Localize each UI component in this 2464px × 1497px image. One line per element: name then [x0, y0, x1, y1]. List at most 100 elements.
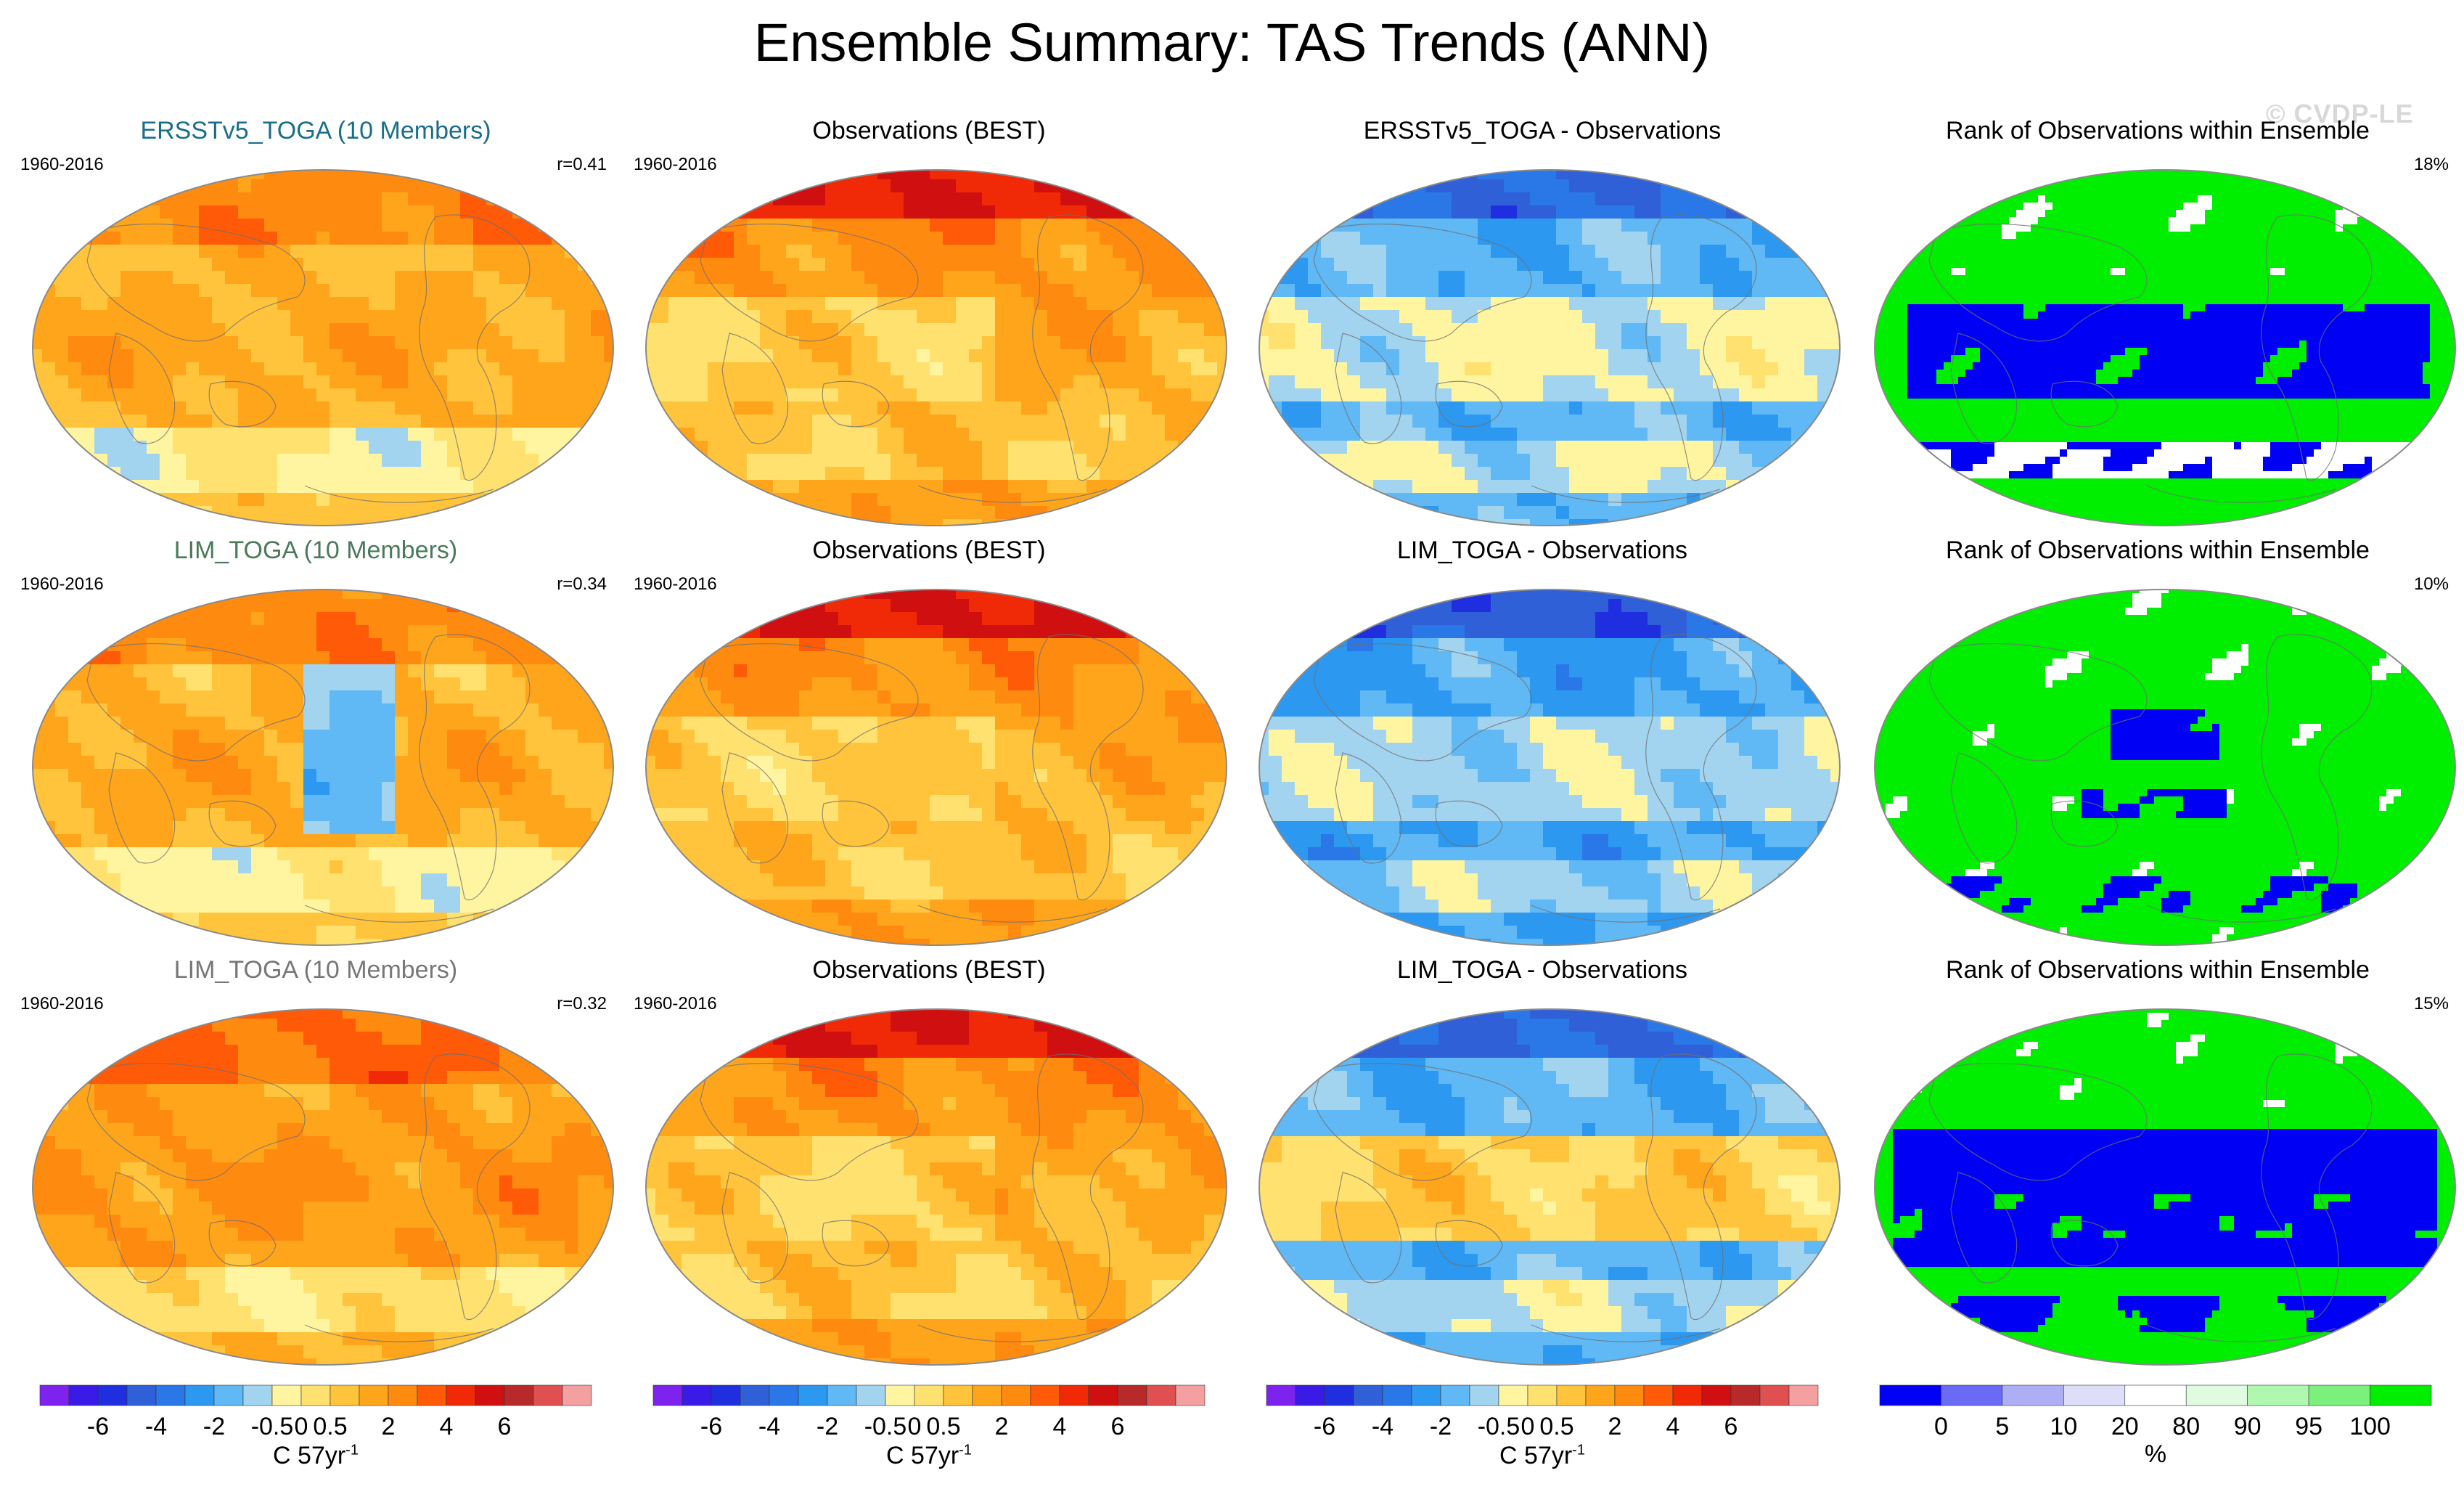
colorbar-rank: 0 5 10 20 80 90 95 100 %: [1879, 1384, 2432, 1472]
colorbar-swatch: [1175, 1384, 1206, 1406]
colorbar-swatch: [1879, 1384, 1941, 1406]
colorbar-tick-label: -4: [145, 1413, 167, 1440]
colorbar-swatch: [504, 1384, 534, 1406]
colorbar-swatch: [1498, 1384, 1528, 1406]
colorbar-swatch: [1701, 1384, 1732, 1406]
panel-observations-row3: Observations (BEST) 1960-2016: [628, 952, 1230, 1371]
colorbar-tick-label: 0.5: [1539, 1413, 1573, 1440]
colorbar-tick-label: 5: [1995, 1413, 2009, 1440]
panel-title: Rank of Observations within Ensemble: [1857, 537, 2459, 565]
colorbar-swatch: [769, 1384, 799, 1406]
colorbar-tick-label: 2: [995, 1413, 1009, 1440]
period-label: 1960-2016: [634, 994, 717, 1014]
period-label: 1960-2016: [20, 155, 104, 175]
colorbar-swatch: [155, 1384, 186, 1406]
colorbar-swatch: [1295, 1384, 1325, 1406]
colorbar-swatch: [1643, 1384, 1674, 1406]
period-label: 1960-2016: [634, 155, 717, 175]
colorbar-swatch: [1585, 1384, 1616, 1406]
map-ensemble-trend: [22, 586, 624, 949]
colorbar-swatch: [1614, 1384, 1645, 1406]
map-observations-trend: [635, 1006, 1237, 1368]
colorbar-swatch: [68, 1384, 99, 1406]
colorbar-tick-label: 0: [908, 1413, 922, 1440]
colorbar-tick-label: 0: [1934, 1413, 1948, 1440]
colorbar-swatch: [711, 1384, 741, 1406]
map-rank: [1864, 586, 2464, 949]
colorbar-swatch: [213, 1384, 244, 1406]
colorbar-swatch: [798, 1384, 828, 1406]
colorbar-tick-label: -4: [1372, 1413, 1393, 1440]
colorbar-swatch: [1117, 1384, 1147, 1406]
colorbar-tick-label: -0.5: [864, 1413, 907, 1440]
watermark: © CVDP-LE: [2266, 99, 2414, 129]
colorbar-swatch: [740, 1384, 770, 1406]
panel-difference-row3: LIM_TOGA - Observations: [1241, 952, 1843, 1371]
colorbar-swatch: [2002, 1384, 2064, 1406]
colorbar-swatch: [1266, 1384, 1296, 1406]
colorbar-tick-label: -2: [816, 1413, 838, 1440]
colorbar-swatch: [943, 1384, 973, 1406]
map-rank: [1864, 166, 2464, 529]
colorbar-swatch: [1059, 1384, 1089, 1406]
colorbar-tick-label: -2: [203, 1413, 225, 1440]
colorbar-swatch: [39, 1384, 70, 1406]
colorbar-swatch: [885, 1384, 915, 1406]
colorbar-swatch: [271, 1384, 302, 1406]
colorbar-swatch: [2370, 1384, 2432, 1406]
colorbar-swatch: [972, 1384, 1002, 1406]
colorbar-tick-label: -0.5: [1478, 1413, 1520, 1440]
colorbar-swatch: [1353, 1384, 1383, 1406]
panel-title: Observations (BEST): [628, 956, 1230, 984]
colorbar-tick-label: 100: [2349, 1413, 2391, 1440]
colorbar-swatch: [1469, 1384, 1499, 1406]
colorbar-swatch: [1672, 1384, 1703, 1406]
panel-difference-row1: ERSSTv5_TOGA - Observations: [1241, 113, 1843, 531]
colorbar-tick-label: 4: [440, 1413, 454, 1440]
colorbar-swatch: [1411, 1384, 1441, 1406]
colorbar-tick-label: -2: [1430, 1413, 1452, 1440]
colorbar-tick-label: 6: [1724, 1413, 1738, 1440]
colorbar-tick-label: 0.5: [926, 1413, 960, 1440]
colorbar-tick-label: 95: [2295, 1413, 2322, 1440]
panel-title: Rank of Observations within Ensemble: [1857, 117, 2459, 145]
colorbar-tick-label: 2: [1608, 1413, 1622, 1440]
colorbar-tick-label: -6: [700, 1413, 722, 1440]
colorbar-tick-label: 6: [498, 1413, 512, 1440]
panel-rank-row1: Rank of Observations within Ensemble 18%: [1857, 113, 2459, 531]
colorbar-trend: -6 -4 -2 -0.5 0 0.5 2 4 6 C 57yr-1: [39, 1384, 592, 1472]
map-observations-trend: [635, 586, 1237, 949]
panel-ensemble-row2: LIM_TOGA (10 Members) 1960-2016 r=0.34: [15, 532, 617, 951]
panel-difference-row2: LIM_TOGA - Observations: [1241, 532, 1843, 951]
colorbar-swatch: [2247, 1384, 2309, 1406]
correlation-label: r=0.34: [557, 574, 607, 595]
rank-percent-label: 10%: [2414, 574, 2449, 595]
panel-title: LIM_TOGA - Observations: [1241, 956, 1843, 984]
colorbar-swatch: [2308, 1384, 2370, 1406]
colorbar-unit: C 57yr-1: [1266, 1442, 1818, 1470]
colorbar-swatch: [446, 1384, 476, 1406]
colorbar-swatch: [1440, 1384, 1470, 1406]
colorbar-swatch: [1527, 1384, 1558, 1406]
colorbar-swatch: [533, 1384, 563, 1406]
panel-rank-row2: Rank of Observations within Ensemble 10%: [1857, 532, 2459, 951]
colorbar-swatch: [2185, 1384, 2248, 1406]
colorbar-tick-label: 20: [2111, 1413, 2139, 1440]
colorbar-swatch: [1788, 1384, 1819, 1406]
map-ensemble-trend: [22, 1006, 624, 1368]
colorbar-swatch: [1030, 1384, 1060, 1406]
colorbar-trend: -6 -4 -2 -0.5 0 0.5 2 4 6 C 57yr-1: [652, 1384, 1206, 1472]
colorbar-swatch: [417, 1384, 447, 1406]
colorbar-tick-label: -0.5: [251, 1413, 294, 1440]
panel-title: Observations (BEST): [628, 117, 1230, 145]
colorbar-tick-label: -4: [758, 1413, 780, 1440]
colorbar-tick-label: 6: [1111, 1413, 1125, 1440]
panel-title: ERSSTv5_TOGA (10 Members): [15, 117, 617, 145]
rank-percent-label: 18%: [2414, 155, 2449, 175]
panel-title: Observations (BEST): [628, 537, 1230, 565]
colorbar-tick-label: 4: [1666, 1413, 1680, 1440]
colorbar-unit: C 57yr-1: [653, 1442, 1205, 1470]
colorbar-swatch: [97, 1384, 128, 1406]
period-label: 1960-2016: [634, 574, 717, 595]
rank-percent-label: 15%: [2414, 994, 2449, 1014]
